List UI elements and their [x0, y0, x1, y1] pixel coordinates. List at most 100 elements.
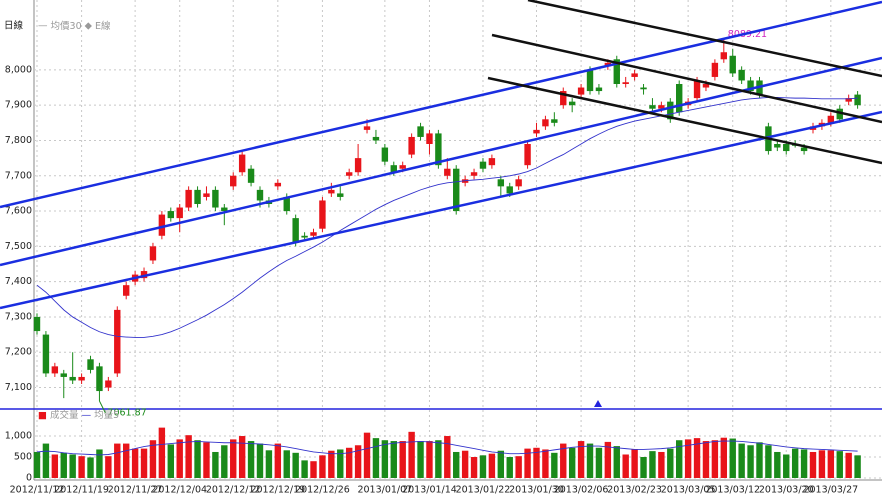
- candle-body: [417, 126, 424, 137]
- low-label: 7061.87: [107, 407, 146, 418]
- volume-bar: [33, 451, 41, 478]
- volume-bar: [408, 431, 415, 478]
- candle-body: [149, 246, 157, 261]
- candle-body: [426, 133, 433, 144]
- x-tick-label: 2012/12/12: [206, 485, 261, 496]
- candle-body: [301, 235, 308, 238]
- x-tick-label: 2013/03/20: [759, 485, 814, 496]
- candle-body: [185, 189, 192, 208]
- candle-body: [747, 80, 754, 92]
- volume-bar: [595, 447, 603, 478]
- y-tick-label: 7,900: [5, 100, 32, 111]
- volume-bar: [827, 450, 835, 478]
- candle-body: [542, 119, 549, 127]
- candle-body: [693, 80, 701, 99]
- volume-bar: [684, 439, 692, 478]
- marker: [594, 400, 602, 407]
- candle-body: [230, 175, 237, 187]
- candle-body: [176, 207, 183, 219]
- candle-body: [105, 380, 112, 388]
- candle-body: [515, 179, 522, 187]
- volume-bar: [461, 450, 469, 478]
- volume-bar: [560, 443, 567, 478]
- volume-bar: [194, 440, 201, 478]
- trend-line: [0, 56, 882, 267]
- x-tick-label: 2013/01/30: [509, 485, 564, 496]
- candle-body: [533, 129, 540, 134]
- volume-bar: [60, 452, 67, 478]
- ma-line: [36, 96, 858, 338]
- legend-text: 均量5: [94, 409, 119, 421]
- volume-bar: [765, 445, 772, 478]
- volume-bar: [631, 449, 638, 478]
- volume-bar: [372, 438, 380, 478]
- candle-body: [470, 172, 478, 176]
- volume-bar: [542, 449, 549, 478]
- x-tick-label: 2013/01/14: [402, 485, 457, 496]
- candle-body: [622, 82, 629, 84]
- candle-body: [42, 334, 50, 374]
- trend-line: [491, 33, 882, 124]
- volume-bar: [453, 451, 460, 478]
- x-tick-label: 2012/12/19: [250, 485, 305, 496]
- candle-body: [613, 59, 620, 84]
- candle-body: [738, 69, 745, 81]
- candle-body: [319, 200, 326, 229]
- volume-bar: [604, 441, 612, 478]
- candle-body: [658, 105, 665, 109]
- volume-bar: [221, 445, 228, 478]
- candle-body: [595, 87, 603, 92]
- volume-bar: [774, 451, 781, 478]
- candle-body: [96, 366, 103, 392]
- candle-body: [444, 168, 451, 176]
- x-tick-label: 2012/11/19: [54, 485, 109, 496]
- volume-bar: [417, 441, 424, 478]
- candle-body: [640, 87, 647, 90]
- volume-bar: [51, 454, 59, 478]
- volume-bar: [524, 448, 531, 478]
- volume-tick-label: 500: [14, 452, 32, 463]
- candle-body: [479, 161, 487, 169]
- candle-body: [140, 271, 148, 279]
- legend-ma: — 均價30 ◆ E線: [38, 20, 111, 32]
- volume-tick-label: 1,000: [5, 431, 32, 442]
- trend-line: [0, 110, 882, 310]
- candle-body: [568, 101, 576, 106]
- volume-bar: [497, 450, 505, 478]
- volume-bar: [488, 453, 496, 478]
- volume-bar: [551, 452, 558, 478]
- legend-text: E線: [95, 20, 111, 32]
- volume-bar: [854, 455, 861, 478]
- x-tick-label: 2012/11/12: [10, 485, 65, 496]
- y-tick-label: 7,100: [5, 382, 32, 393]
- legend-text: 均價30: [51, 20, 82, 32]
- volume-bar: [720, 437, 728, 478]
- candle-body: [649, 105, 656, 109]
- candle-body: [51, 366, 59, 374]
- x-tick-label: 2013/03/27: [803, 485, 858, 496]
- volume-bar: [702, 441, 710, 478]
- candle-body: [560, 91, 567, 106]
- volume-bar: [649, 451, 656, 478]
- candle-body: [390, 165, 397, 173]
- volume-bar: [69, 454, 76, 478]
- candle-body: [78, 376, 85, 381]
- candle-body: [87, 359, 94, 370]
- volume-bar: [363, 432, 371, 478]
- volume-tick-label: 0: [26, 473, 32, 484]
- volume-bar: [667, 448, 674, 478]
- volume-bar: [693, 438, 701, 478]
- candle-body: [577, 87, 585, 95]
- candle-body: [203, 193, 210, 197]
- volume-bar: [265, 450, 273, 478]
- candle-body: [667, 101, 674, 120]
- volume-bar: [791, 448, 799, 478]
- volume-bar: [283, 450, 290, 478]
- y-tick-label: 8,000: [5, 64, 32, 75]
- volume-bar: [845, 452, 852, 478]
- volume-bar: [274, 443, 282, 478]
- x-tick-label: 2012/12/26: [295, 485, 350, 496]
- volume-bar: [426, 441, 433, 478]
- candle-body: [60, 373, 67, 377]
- y-tick-label: 7,800: [5, 135, 32, 146]
